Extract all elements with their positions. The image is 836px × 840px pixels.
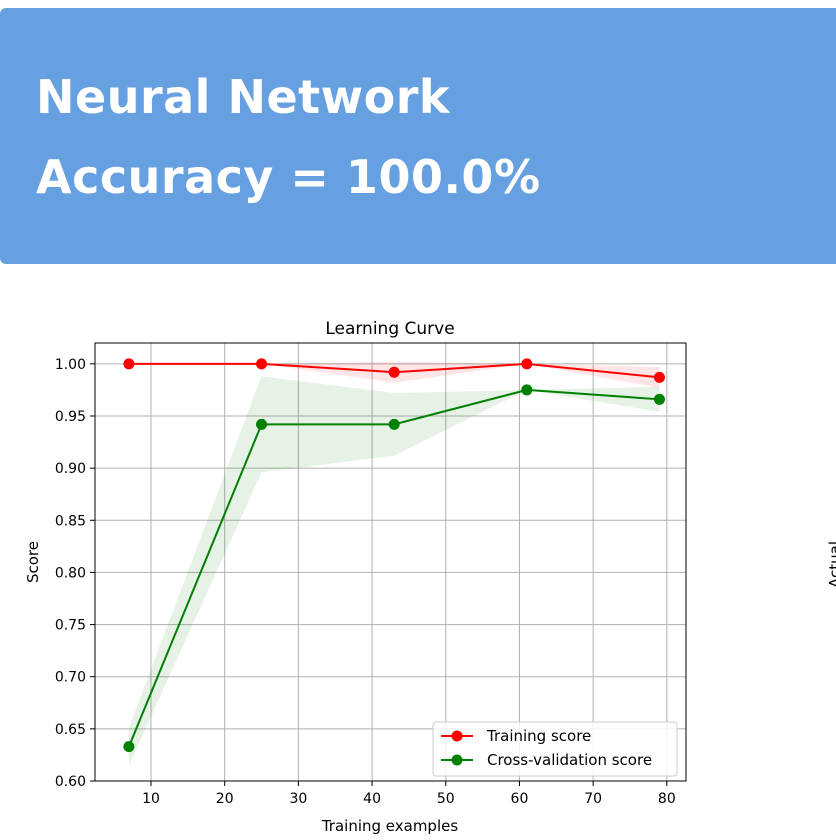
point-training [123, 358, 135, 370]
point-cv [388, 418, 400, 430]
x-tick-label: 70 [584, 791, 602, 807]
legend-marker-training [451, 730, 463, 742]
point-cv [123, 741, 135, 753]
chart-title: Learning Curve [325, 319, 454, 339]
series-layer [123, 358, 665, 753]
x-tick-label: 40 [363, 791, 381, 807]
x-tick-label: 50 [437, 791, 455, 807]
point-training [388, 366, 400, 378]
x-axis-label: Training examples [321, 817, 459, 835]
tick-layer: 10 20 30 40 50 60 70 80 0.60 0.65 0.70 0.75 0.80 0.85… [55, 357, 676, 807]
y-tick-label: 0.65 [55, 722, 86, 738]
model-name: Neural Network [36, 70, 451, 124]
point-cv [653, 393, 665, 405]
x-tick-label: 80 [658, 791, 676, 807]
point-training [653, 371, 665, 383]
x-tick-label: 20 [216, 791, 234, 807]
point-cv [256, 418, 268, 430]
legend-label-training: Training score [486, 727, 591, 745]
point-training [256, 358, 268, 370]
y-tick-label: 0.60 [55, 774, 86, 790]
grid-layer [95, 343, 686, 782]
x-tick-label: 10 [142, 791, 160, 807]
band-cv [128, 376, 660, 766]
y-tick-label: 1.00 [55, 357, 86, 373]
y-tick-label: 0.90 [55, 461, 86, 477]
clipped-axis-label-text: Actual [826, 541, 836, 588]
result-banner: Neural Network Accuracy = 100.0% [0, 8, 836, 264]
clipped-axis-label: Actual [826, 540, 836, 590]
legend-frame [432, 721, 678, 777]
legend-marker-cv [451, 754, 463, 766]
y-tick-label: 0.80 [55, 565, 86, 581]
y-tick-label: 0.75 [55, 618, 86, 634]
accuracy-text: Accuracy = 100.0% [36, 150, 541, 204]
y-tick-label: 0.70 [55, 670, 86, 686]
legend: Training score Cross-validation score [432, 721, 678, 777]
y-axis-label: Score [24, 541, 42, 583]
point-training [521, 358, 533, 370]
plot-frame [94, 342, 687, 782]
point-cv [521, 384, 533, 396]
y-tick-label: 0.95 [55, 409, 86, 425]
learning-curve-svg: Learning Curve 10 20 30 40 50 60 70 80 0.60 0.65 0… [24, 319, 687, 835]
x-tick-label: 60 [511, 791, 529, 807]
legend-label-cv: Cross-validation score [487, 751, 652, 769]
x-tick-label: 30 [289, 791, 307, 807]
y-tick-label: 0.85 [55, 513, 86, 529]
learning-curve-chart: Learning Curve 10 20 30 40 50 60 70 80 0.60 0.65 0… [0, 300, 836, 836]
